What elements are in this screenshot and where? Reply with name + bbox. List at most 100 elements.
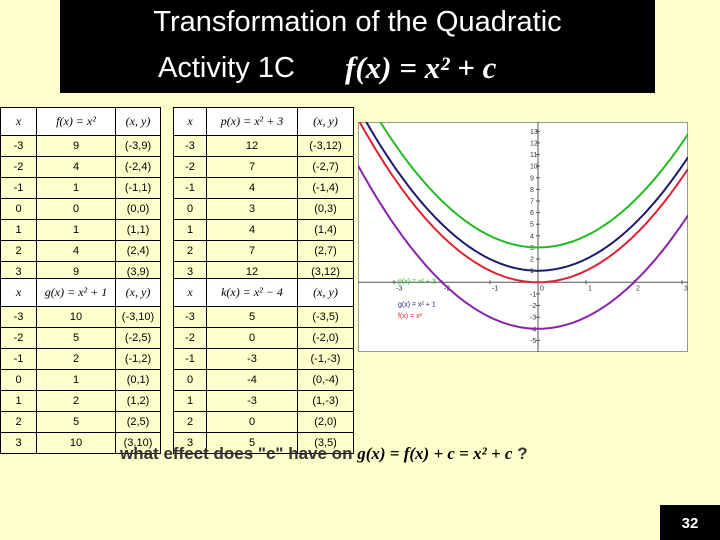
curve bbox=[379, 122, 688, 249]
curve bbox=[365, 122, 688, 272]
cell: -1 bbox=[0, 348, 37, 370]
header-cell: p(x) = x² + 3 bbox=[206, 107, 298, 136]
cell: (-2,5) bbox=[115, 327, 161, 349]
cell: (2,5) bbox=[115, 411, 161, 433]
x-tick-label: -2 bbox=[444, 285, 450, 292]
table: x p(x) = x² + 3 (x, y) -3 12 (-3,12) -2 7 (-2,7)… bbox=[173, 107, 354, 283]
cell: -4 bbox=[206, 369, 298, 391]
cell: (0,-4) bbox=[297, 369, 354, 391]
question-formula: g(x) = f(x) + c = x² + c bbox=[357, 444, 513, 463]
cell: 10 bbox=[36, 432, 116, 454]
row: 2 5 (2,5) bbox=[0, 411, 161, 433]
row: 2 7 (2,7) bbox=[173, 240, 354, 262]
cell: -3 bbox=[0, 135, 37, 157]
x-tick-label: 1 bbox=[588, 285, 592, 292]
header-cell: x bbox=[173, 278, 207, 307]
cell: 2 bbox=[173, 411, 207, 433]
cell: -1 bbox=[173, 348, 207, 370]
cell: -2 bbox=[0, 327, 37, 349]
cell: (2,4) bbox=[115, 240, 161, 262]
y-tick-label: 3 bbox=[530, 245, 534, 252]
row: -3 5 (-3,5) bbox=[173, 306, 354, 328]
cell: -3 bbox=[206, 390, 298, 412]
title-box: Transformation of the Quadratic Activity… bbox=[60, 0, 655, 93]
cell: 0 bbox=[0, 369, 37, 391]
header-cell: x bbox=[173, 107, 207, 136]
curve-label: p(x) = x² + 3 bbox=[398, 278, 436, 285]
cell: 1 bbox=[173, 390, 207, 412]
cell: 7 bbox=[206, 240, 298, 262]
cell: 2 bbox=[36, 348, 116, 370]
header-cell: (x, y) bbox=[115, 107, 161, 136]
cell: 3 bbox=[0, 432, 37, 454]
row: 3 5 (3,5) bbox=[173, 432, 354, 454]
header-cell: (x, y) bbox=[297, 278, 354, 307]
y-tick-label: 8 bbox=[530, 187, 534, 194]
row: 1 -3 (1,-3) bbox=[173, 390, 354, 412]
cell: (3,5) bbox=[297, 432, 354, 454]
cell: 1 bbox=[36, 369, 116, 391]
y-tick-label: -2 bbox=[530, 303, 536, 310]
header-row: x f(x) = x² (x, y) bbox=[0, 107, 161, 136]
row: 3 9 (3,9) bbox=[0, 261, 161, 283]
cell: (-2,0) bbox=[297, 327, 354, 349]
y-tick-label: -1 bbox=[530, 291, 536, 298]
curve bbox=[358, 164, 688, 330]
graph: -3 -2 -1 0 1 2 3-5-4-3-2-112345678910111213p(x… bbox=[358, 122, 688, 352]
header-cell: g(x) = x² + 1 bbox=[36, 278, 116, 307]
cell: 0 bbox=[173, 369, 207, 391]
y-tick-label: 12 bbox=[530, 140, 538, 147]
title-formula: f(x) = x² + c bbox=[345, 50, 497, 85]
row: 0 1 (0,1) bbox=[0, 369, 161, 391]
cell: 4 bbox=[36, 156, 116, 178]
row: 0 -4 (0,-4) bbox=[173, 369, 354, 391]
cell: (1,1) bbox=[115, 219, 161, 241]
x-tick-label: -1 bbox=[492, 285, 498, 292]
cell: 2 bbox=[0, 411, 37, 433]
curve bbox=[358, 122, 688, 284]
cell: -2 bbox=[173, 156, 207, 178]
y-tick-label: 5 bbox=[530, 222, 534, 229]
cell: (-3,5) bbox=[297, 306, 354, 328]
header-row: x g(x) = x² + 1 (x, y) bbox=[0, 278, 161, 307]
cell: (2,7) bbox=[297, 240, 354, 262]
header-cell: (x, y) bbox=[297, 107, 354, 136]
x-tick-label: 2 bbox=[636, 285, 640, 292]
row: -3 9 (-3,9) bbox=[0, 135, 161, 157]
cell: 2 bbox=[0, 240, 37, 262]
y-tick-label: 9 bbox=[530, 175, 534, 182]
header-cell: x bbox=[0, 107, 37, 136]
cell: (-2,4) bbox=[115, 156, 161, 178]
row: -1 2 (-1,2) bbox=[0, 348, 161, 370]
row: 3 10 (3,10) bbox=[0, 432, 161, 454]
cell: (-3,9) bbox=[115, 135, 161, 157]
cell: 5 bbox=[36, 411, 116, 433]
row: -2 4 (-2,4) bbox=[0, 156, 161, 178]
header-cell: k(x) = x² − 4 bbox=[206, 278, 298, 307]
row: -1 -3 (-1,-3) bbox=[173, 348, 354, 370]
cell: -2 bbox=[173, 327, 207, 349]
x-tick-label: -3 bbox=[396, 285, 402, 292]
cell: (1,4) bbox=[297, 219, 354, 241]
cell: (2,0) bbox=[297, 411, 354, 433]
cell: 1 bbox=[173, 219, 207, 241]
cell: 3 bbox=[173, 432, 207, 454]
cell: 0 bbox=[0, 198, 37, 220]
row: -3 12 (-3,12) bbox=[173, 135, 354, 157]
y-tick-label: -5 bbox=[530, 338, 536, 345]
row: -1 1 (-1,1) bbox=[0, 177, 161, 199]
page-number: 32 bbox=[660, 505, 720, 540]
y-tick-label: 1 bbox=[530, 268, 534, 275]
y-tick-label: 2 bbox=[530, 257, 534, 264]
cell: -2 bbox=[0, 156, 37, 178]
x-tick-label: 3 bbox=[684, 285, 688, 292]
row: 1 4 (1,4) bbox=[173, 219, 354, 241]
row: -2 5 (-2,5) bbox=[0, 327, 161, 349]
question-text: what effect does "c" have on bbox=[120, 444, 353, 463]
cell: 1 bbox=[36, 219, 116, 241]
cell: 4 bbox=[206, 219, 298, 241]
cell: 5 bbox=[206, 306, 298, 328]
y-tick-label: -3 bbox=[530, 315, 536, 322]
cell: (-3,12) bbox=[297, 135, 354, 157]
cell: (-1,4) bbox=[297, 177, 354, 199]
